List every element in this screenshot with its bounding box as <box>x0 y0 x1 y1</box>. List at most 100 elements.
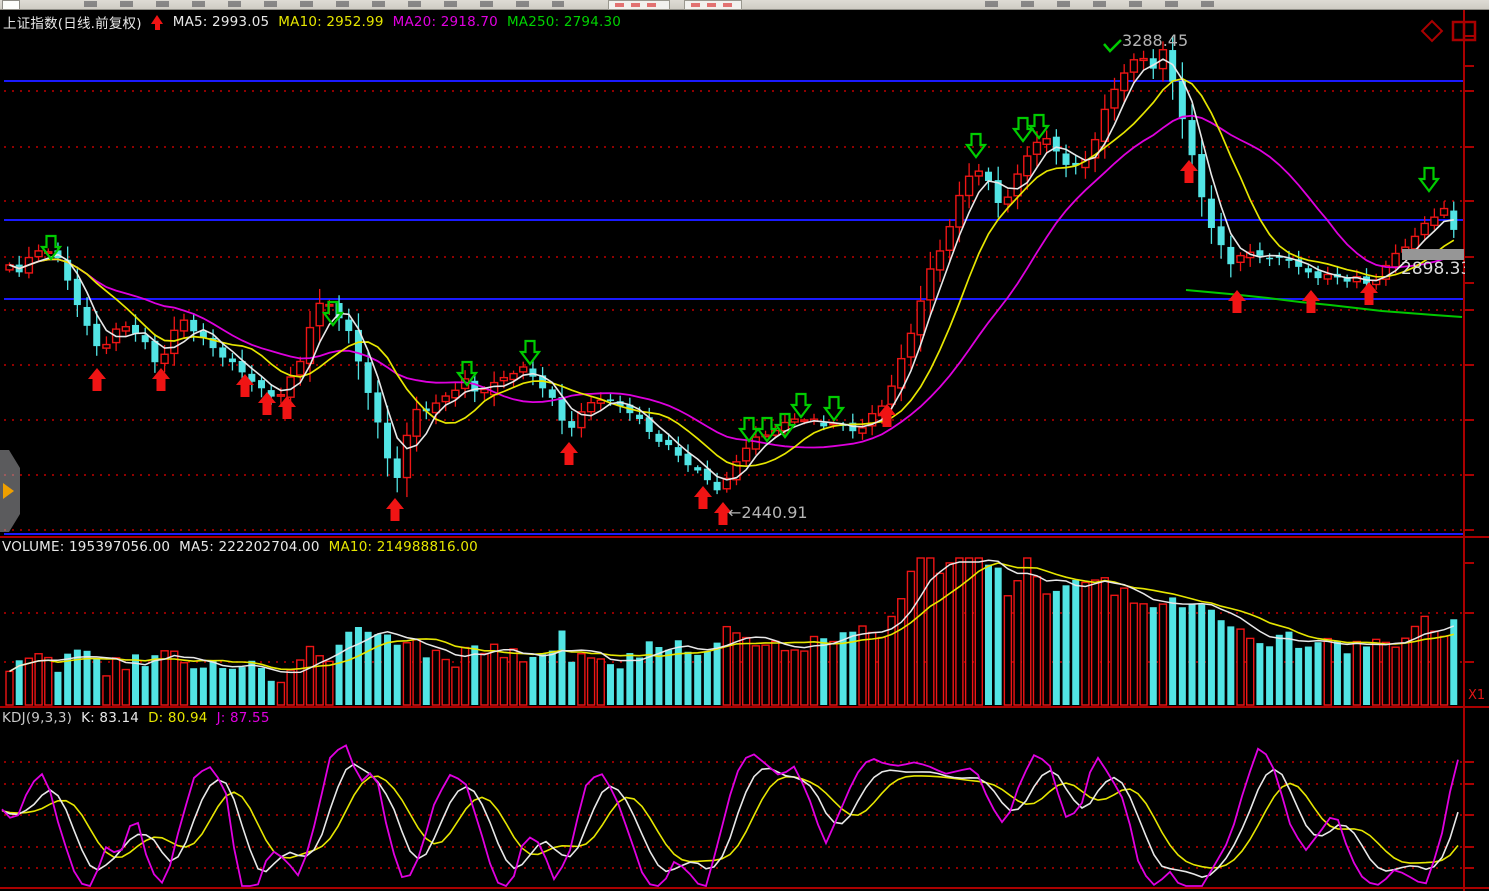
volume-bar <box>276 681 286 706</box>
buy-signal-arrow-icon <box>278 396 296 419</box>
candle <box>451 382 460 407</box>
volume-bar <box>984 564 992 705</box>
candle <box>160 344 169 373</box>
diamond-icon[interactable] <box>1420 19 1444 43</box>
volume-bar <box>1003 595 1013 706</box>
candle-body <box>519 366 528 373</box>
candle-body <box>741 447 751 462</box>
candle-body <box>1139 57 1148 62</box>
volume-bar <box>1129 602 1139 706</box>
volume-bar <box>1430 630 1439 706</box>
volume-bar <box>489 643 499 706</box>
volume-bar <box>1100 577 1110 706</box>
candle-body <box>1343 277 1351 282</box>
flyout-expand-arrow-icon[interactable] <box>3 483 14 499</box>
candle <box>199 323 207 346</box>
volume-bar <box>374 634 382 705</box>
candle <box>655 430 663 447</box>
candle-body <box>897 357 906 389</box>
candle <box>179 313 189 339</box>
candle-body <box>955 194 964 228</box>
candle <box>1110 77 1119 121</box>
volume-bar <box>228 668 236 705</box>
candle-body <box>945 225 954 251</box>
kdj-d-line <box>1 775 1459 869</box>
ma5-line <box>9 58 1454 481</box>
candle <box>820 415 828 431</box>
volume-bar <box>877 636 887 706</box>
candle <box>955 181 964 243</box>
volume-bar <box>219 668 227 705</box>
candle-body <box>170 329 179 355</box>
candle <box>1178 62 1186 139</box>
candle-body <box>422 408 430 412</box>
sell-signal-arrow-icon <box>1011 116 1035 143</box>
sell-signal-arrow-icon <box>39 234 63 261</box>
volume-bar <box>974 557 983 706</box>
menu-icon[interactable] <box>2 0 20 10</box>
volume-bar <box>1372 638 1381 706</box>
candle <box>568 411 576 437</box>
candle-body <box>964 175 974 197</box>
volume-bar <box>1439 635 1449 706</box>
candle <box>1072 155 1080 175</box>
candle-body <box>160 353 169 365</box>
toolbar-button-2[interactable] <box>684 0 742 10</box>
candle <box>93 310 101 356</box>
candle-body <box>1285 258 1293 261</box>
candle <box>1119 64 1129 104</box>
volume-bar <box>499 656 509 706</box>
buy-signal-arrow-icon <box>878 404 896 427</box>
volume-bar <box>345 631 353 705</box>
candle-body <box>1304 268 1312 273</box>
candle <box>1207 185 1215 244</box>
candle-body <box>703 468 711 481</box>
candle-body <box>558 397 566 421</box>
candle <box>741 438 751 466</box>
volume-bar <box>1275 634 1283 705</box>
symbol-title: 上证指数(日线.前复权) <box>3 16 142 32</box>
candle-body <box>694 467 702 471</box>
volume-bar <box>179 662 189 706</box>
candle <box>964 163 974 209</box>
candle-body <box>1023 155 1032 177</box>
candle-body <box>645 417 653 432</box>
volume-bar <box>1410 625 1420 706</box>
candle <box>665 433 673 451</box>
candle-body <box>431 402 441 414</box>
candle <box>732 454 741 486</box>
sell-signal-arrow-icon <box>822 395 846 422</box>
candle-body <box>1391 252 1400 268</box>
candle <box>102 336 111 355</box>
candle <box>296 356 305 386</box>
candle <box>945 219 954 263</box>
candle-body <box>1227 246 1235 265</box>
candle <box>1013 164 1022 210</box>
volume-bar <box>994 567 1002 705</box>
volume-bar <box>24 657 34 706</box>
volume-bar <box>1042 593 1051 706</box>
kdj-k-line <box>1 763 1459 878</box>
peak-marker-icon <box>1103 39 1122 53</box>
volume-bar <box>335 644 343 705</box>
toolbar-button-1[interactable] <box>608 0 670 10</box>
volume-bar <box>674 640 682 705</box>
candle-body <box>364 362 372 393</box>
candle-body <box>335 303 343 319</box>
volume-bar <box>141 666 149 705</box>
candle <box>867 405 877 436</box>
buy-signal-arrow-icon <box>386 498 404 521</box>
volume-bar <box>451 666 460 706</box>
volume-bar <box>741 636 751 706</box>
volume-bar <box>325 660 334 706</box>
ma5-value: MA5: 2993.05 <box>172 14 270 30</box>
volume-bar <box>258 667 266 705</box>
volume-bar <box>354 627 362 705</box>
volume-bar <box>1110 594 1119 706</box>
menu-bar[interactable] <box>0 0 1489 10</box>
candle-body <box>393 458 401 478</box>
volume-bar <box>1295 647 1303 705</box>
volume-bar <box>596 658 605 706</box>
candle <box>916 285 925 352</box>
